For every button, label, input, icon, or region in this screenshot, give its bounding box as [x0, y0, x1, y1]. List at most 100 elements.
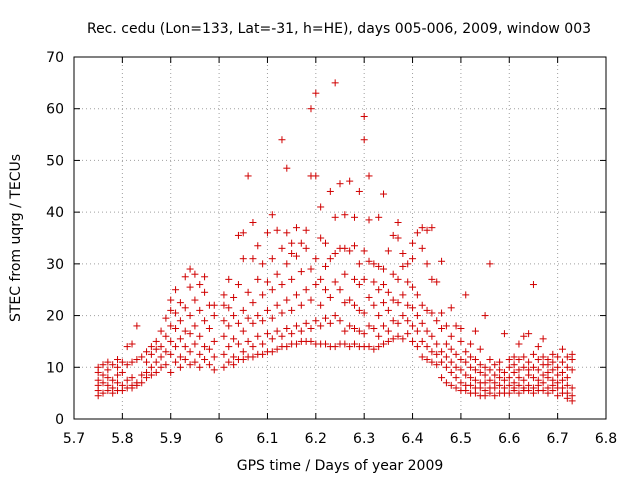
data-point — [515, 366, 523, 374]
data-point — [147, 350, 155, 358]
data-point — [399, 335, 407, 343]
data-point — [360, 330, 368, 338]
data-point — [491, 371, 499, 379]
data-point — [172, 325, 180, 332]
data-point — [331, 79, 339, 87]
data-point — [205, 325, 213, 332]
data-point — [549, 358, 557, 366]
x-tick-label: 6.6 — [498, 431, 520, 447]
data-point — [529, 281, 537, 289]
data-point — [254, 242, 262, 250]
data-point — [549, 376, 557, 384]
data-point — [384, 327, 392, 335]
data-point — [486, 356, 494, 364]
data-point — [114, 371, 122, 379]
data-point — [491, 361, 499, 369]
data-point — [167, 296, 175, 304]
data-point — [346, 296, 354, 304]
data-point — [462, 358, 470, 366]
data-point — [442, 322, 450, 330]
data-point — [302, 226, 310, 234]
data-point — [268, 335, 276, 343]
data-point — [389, 335, 397, 343]
data-point — [278, 281, 286, 289]
data-point — [529, 384, 537, 392]
data-point — [389, 231, 397, 239]
data-point — [351, 275, 359, 283]
data-point — [186, 283, 194, 291]
data-point — [355, 187, 363, 195]
data-point — [273, 270, 281, 278]
data-point — [341, 340, 349, 348]
data-point — [404, 301, 412, 309]
data-point — [447, 304, 455, 312]
data-point — [481, 363, 489, 371]
data-point — [346, 322, 354, 330]
data-point — [259, 317, 267, 325]
data-point — [288, 330, 296, 338]
data-point — [172, 309, 180, 317]
data-point — [394, 332, 402, 340]
data-point — [186, 330, 194, 338]
data-point — [104, 374, 112, 382]
data-point — [331, 278, 339, 286]
data-point — [525, 366, 533, 374]
data-point — [355, 260, 363, 268]
data-point — [196, 306, 204, 314]
data-point — [360, 247, 368, 255]
data-point — [307, 337, 315, 345]
x-tick-label: 6.4 — [401, 431, 423, 447]
data-point — [457, 325, 465, 332]
data-point — [263, 330, 271, 338]
data-point — [147, 363, 155, 371]
data-point — [380, 265, 388, 273]
data-point — [467, 353, 475, 361]
data-point — [457, 356, 465, 364]
data-point — [167, 337, 175, 345]
data-point — [355, 281, 363, 289]
data-point — [307, 105, 315, 113]
data-point — [230, 361, 238, 369]
data-point — [467, 363, 475, 371]
data-point — [234, 340, 242, 348]
data-point — [409, 283, 417, 291]
data-point — [273, 345, 281, 353]
data-point — [510, 361, 518, 369]
data-point — [114, 379, 122, 387]
data-point — [534, 356, 542, 364]
data-point — [452, 363, 460, 371]
data-point — [423, 356, 431, 364]
data-point — [254, 332, 262, 340]
data-point — [404, 278, 412, 286]
data-point — [167, 322, 175, 330]
data-point — [278, 244, 286, 252]
data-point — [409, 322, 417, 330]
y-tick-labels: 0 10 20 30 40 50 60 70 — [46, 50, 64, 428]
x-tick-label: 6.3 — [353, 431, 375, 447]
data-point — [114, 356, 122, 364]
data-point — [505, 389, 513, 397]
data-point — [176, 353, 184, 361]
data-point — [297, 327, 305, 335]
data-point — [302, 319, 310, 327]
data-point — [413, 229, 421, 237]
data-point — [321, 239, 329, 247]
data-point — [346, 343, 354, 351]
data-point — [244, 288, 252, 296]
data-point — [404, 317, 412, 325]
data-point — [297, 301, 305, 309]
data-point — [278, 136, 286, 144]
data-point — [433, 317, 441, 325]
data-point — [428, 275, 436, 283]
data-point — [196, 281, 204, 289]
data-point — [355, 306, 363, 314]
data-point — [288, 250, 296, 258]
data-point — [486, 366, 494, 374]
data-point — [196, 332, 204, 340]
data-point — [321, 262, 329, 270]
data-point — [423, 306, 431, 314]
data-point — [312, 317, 320, 325]
data-point — [365, 216, 373, 224]
data-point — [462, 291, 470, 299]
data-point — [341, 299, 349, 307]
